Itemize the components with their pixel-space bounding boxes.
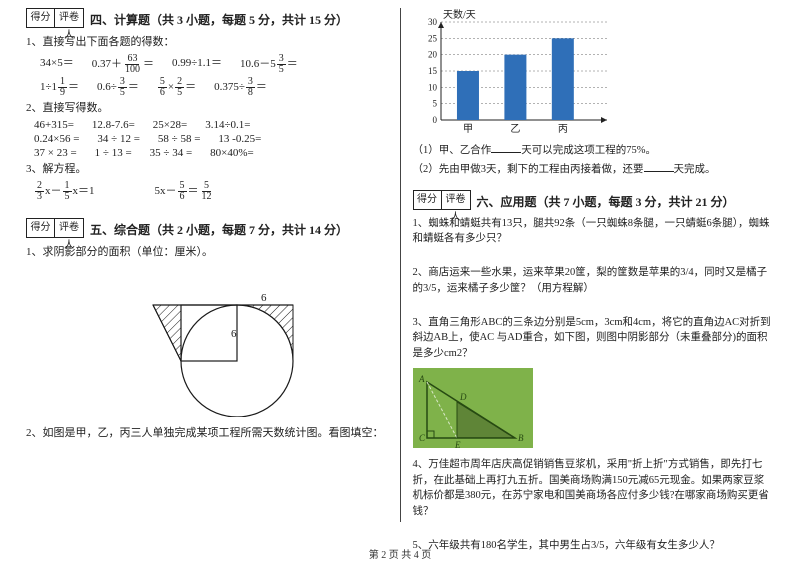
svg-text:5: 5 (432, 99, 437, 109)
grid-row: 37 × 23 = 1 ÷ 13 = 35 ÷ 34 = 80×40%= (34, 147, 388, 159)
cell: 35 ÷ 34 = (150, 147, 193, 159)
cell: 3.14÷0.1= (205, 119, 250, 131)
fraction: 35 (118, 77, 127, 98)
expr: 56×25＝ (157, 77, 196, 98)
s4-q3: 3、解方程。 (26, 161, 388, 179)
svg-text:6: 6 (231, 328, 237, 340)
blank-fill (644, 161, 674, 172)
score-label: 得分 (27, 9, 55, 27)
triangle-diagram: A B C D E (413, 368, 533, 448)
left-column: 得分 评卷人 四、计算题（共 3 小题，每题 5 分，共计 15 分） 1、直接… (18, 8, 401, 522)
section4-header: 得分 评卷人 四、计算题（共 3 小题，每题 5 分，共计 15 分） (26, 8, 388, 32)
svg-text:10: 10 (428, 82, 438, 92)
score-box: 得分 评卷人 (26, 218, 84, 238)
s4-row1: 34×5＝ 0.37＋63100＝ 0.99÷1.1＝ 10.6－535＝ (40, 54, 388, 75)
cell: 46+315= (34, 119, 74, 131)
expr: 0.375÷38＝ (214, 77, 267, 98)
s6-q1: 1、蜘蛛和蜻蜓共有13只，腿共92条（一只蜘蛛8条腿，一只蜻蜓6条腿），蜘蛛和蜻… (413, 216, 775, 248)
svg-text:甲: 甲 (462, 124, 472, 135)
svg-text:B: B (518, 433, 524, 443)
s6-q3: 3、直角三角形ABC的三条边分别是5cm，3cm和4cm，将它的直角边AC对折到… (413, 315, 775, 362)
days-bar-chart: 天数/天 0 5 10 15 20 25 30 甲 乙 丙 (413, 8, 613, 138)
section5-title: 五、综合题（共 2 小题，每题 7 分，共计 14 分） (90, 221, 348, 238)
grader-label: 评卷人 (442, 191, 470, 209)
svg-text:天数/天: 天数/天 (443, 8, 476, 21)
fraction: 56 (158, 77, 167, 98)
svg-text:15: 15 (428, 66, 438, 76)
svg-text:30: 30 (428, 17, 438, 27)
grader-label: 评卷人 (55, 219, 83, 237)
s5-q1: 1、求阴影部分的面积（单位：厘米）。 (26, 244, 388, 262)
fraction: 512 (200, 181, 214, 202)
cell: 37 × 23 = (34, 147, 77, 159)
grid-row: 0.24×56 = 34 ÷ 12 = 58 ÷ 58 = 13 -0.25= (34, 133, 388, 145)
svg-text:C: C (419, 433, 426, 443)
cell: 13 -0.25= (218, 133, 261, 145)
expr: 10.6－535＝ (240, 54, 298, 75)
geometry-diagram: 66 (97, 267, 317, 417)
expr: 0.99÷1.1＝ (172, 54, 222, 75)
fraction: 35 (277, 54, 286, 75)
svg-text:A: A (418, 374, 425, 384)
grader-label: 评卷人 (55, 9, 83, 27)
section5-header: 得分 评卷人 五、综合题（共 2 小题，每题 7 分，共计 14 分） (26, 218, 388, 242)
s5-q2: 2、如图是甲，乙，丙三人单独完成某项工程所需天数统计图。看图填空： (26, 425, 388, 443)
svg-text:25: 25 (428, 33, 438, 43)
expr: 0.37＋63100＝ (92, 54, 154, 75)
chart-q2: （2）先由甲做3天，剩下的工程由丙接着做，还要天完成。 (413, 161, 775, 178)
expr: 0.6÷35＝ (97, 77, 139, 98)
chart-q1: （1）甲、乙合作天可以完成这项工程的75%。 (413, 142, 775, 159)
section6-header: 得分 评卷人 六、应用题（共 7 小题，每题 3 分，共计 21 分） (413, 190, 775, 214)
score-label: 得分 (27, 219, 55, 237)
svg-text:20: 20 (428, 50, 438, 60)
expr: 34×5＝ (40, 54, 74, 75)
cell: 34 ÷ 12 = (97, 133, 140, 145)
cell: 80×40%= (210, 147, 254, 159)
fraction: 38 (246, 77, 255, 98)
cell: 25×28= (153, 119, 187, 131)
equations-row: 23x－15x＝1 5x－56＝512 (34, 181, 388, 202)
fraction: 23 (35, 181, 44, 202)
svg-text:E: E (454, 440, 461, 448)
right-column: 天数/天 0 5 10 15 20 25 30 甲 乙 丙 （1）甲、乙合作天可以完成这项工程的75… (401, 8, 783, 522)
score-box: 得分 评卷人 (26, 8, 84, 28)
cell: 12.8-7.6= (92, 119, 135, 131)
s4-q2: 2、直接写得数。 (26, 100, 388, 118)
cell: 0.24×56 = (34, 133, 79, 145)
fraction: 63100 (123, 54, 142, 75)
score-box: 得分 评卷人 (413, 190, 471, 210)
fraction: 19 (58, 77, 67, 98)
blank-fill (491, 142, 521, 153)
equation1: 23x－15x＝1 (34, 181, 95, 202)
expr: 1÷119＝ (40, 77, 79, 98)
s4-row2: 1÷119＝ 0.6÷35＝ 56×25＝ 0.375÷38＝ (40, 77, 388, 98)
svg-text:6: 6 (261, 292, 267, 304)
s6-q2: 2、商店运来一些水果，运来苹果20筐，梨的筐数是苹果的3/4，同时又是橘子的3/… (413, 265, 775, 297)
s6-q4: 4、万佳超市周年店庆高促销销售豆浆机，采用"折上折"方式销售，即先打七折，在此基… (413, 457, 775, 520)
svg-text:乙: 乙 (510, 123, 520, 135)
section4-title: 四、计算题（共 3 小题，每题 5 分，共计 15 分） (90, 11, 348, 28)
cell: 1 ÷ 13 = (95, 147, 132, 159)
svg-text:D: D (459, 392, 467, 402)
s4-q1: 1、直接写出下面各题的得数： (26, 34, 388, 52)
cell: 58 ÷ 58 = (158, 133, 201, 145)
fraction: 15 (63, 181, 72, 202)
equation2: 5x－56＝512 (155, 181, 215, 202)
page-footer: 第 2 页 共 4 页 (0, 546, 800, 561)
svg-text:丙: 丙 (557, 124, 567, 135)
grid-row: 46+315= 12.8-7.6= 25×28= 3.14÷0.1= (34, 119, 388, 131)
fraction: 25 (175, 77, 184, 98)
fraction: 56 (178, 181, 187, 202)
score-label: 得分 (414, 191, 442, 209)
svg-text:0: 0 (432, 115, 437, 125)
section6-title: 六、应用题（共 7 小题，每题 3 分，共计 21 分） (477, 193, 735, 210)
